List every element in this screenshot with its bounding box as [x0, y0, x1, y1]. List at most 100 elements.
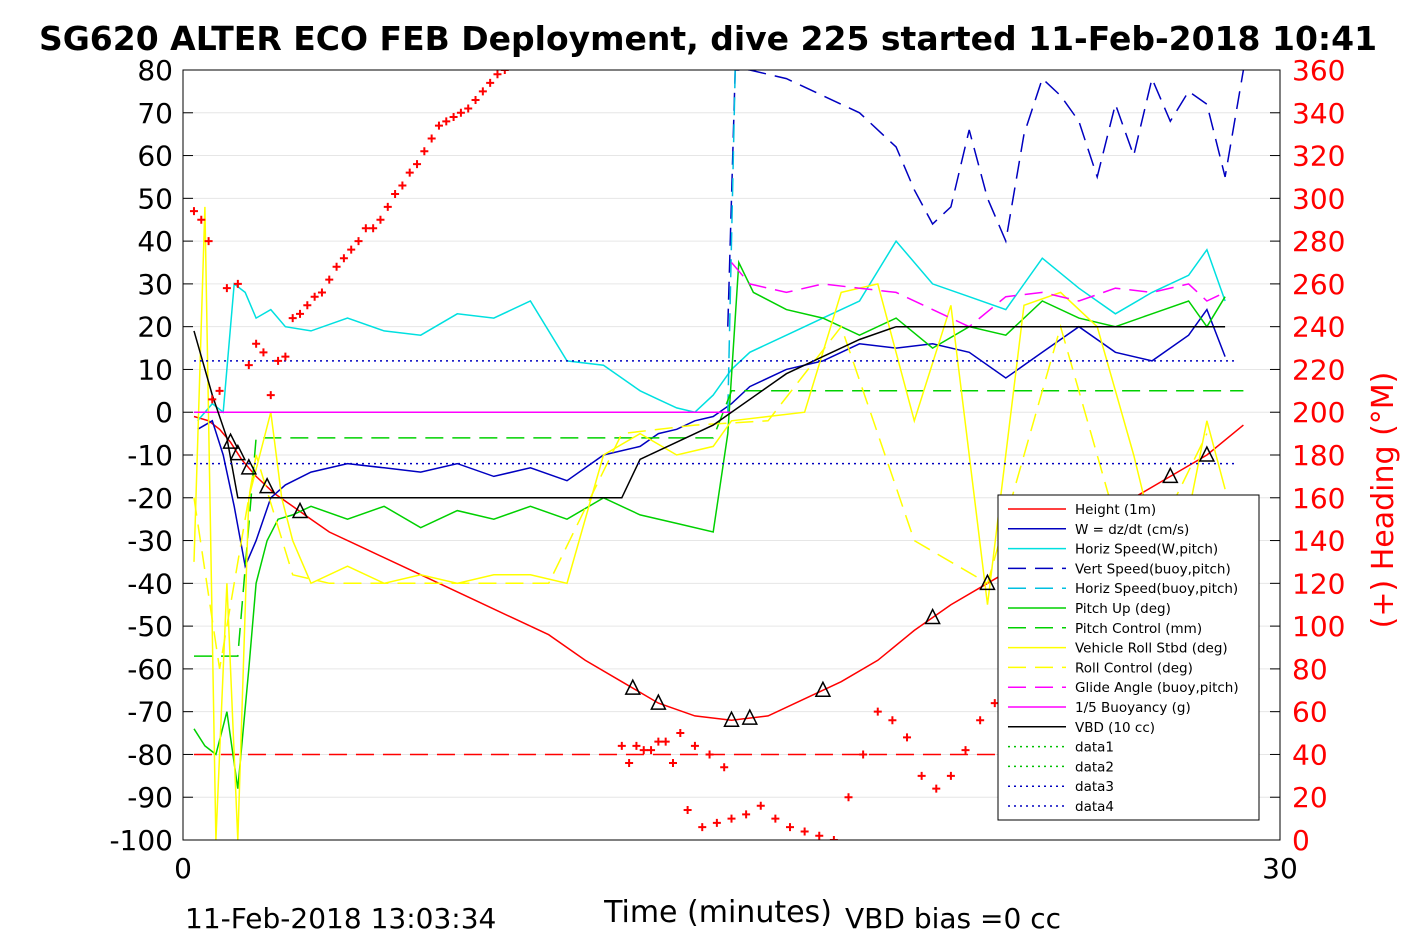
x-tick-label: 30: [1262, 852, 1298, 885]
y-tick-label: -30: [127, 525, 173, 558]
legend-label: Roll Control (deg): [1075, 660, 1193, 676]
height-marker: [924, 607, 941, 625]
heading-point: [303, 301, 312, 310]
heading-point: [676, 729, 685, 738]
heading-point: [222, 284, 231, 293]
heading-point: [233, 279, 242, 288]
legend-label: Pitch Up (deg): [1075, 601, 1171, 617]
heading-point: [815, 831, 824, 840]
y2-tick-label: 160: [1292, 482, 1345, 515]
y2-tick-label: 80: [1292, 653, 1328, 686]
heading-point: [383, 202, 392, 211]
heading-point: [800, 827, 809, 836]
heading-point: [189, 207, 198, 216]
y-tick-label: -20: [127, 482, 173, 515]
heading-point: [442, 117, 451, 126]
series-line-1: [197, 308, 1226, 569]
heading-point: [844, 793, 853, 802]
heading-point: [888, 716, 897, 725]
series-line-5: [193, 259, 1226, 789]
height-marker: [229, 443, 247, 461]
heading-point: [274, 356, 283, 365]
y-tick-label: -80: [127, 738, 173, 771]
heading-point: [712, 818, 721, 827]
x-tick-label: 0: [174, 852, 192, 885]
heading-point: [391, 190, 400, 199]
heading-point: [720, 763, 729, 772]
y2-tick-label: 120: [1292, 567, 1345, 600]
y2-tick-label: 260: [1292, 268, 1345, 301]
height-marker: [650, 693, 667, 710]
y2-tick-label: 340: [1292, 97, 1345, 130]
heading-point: [398, 181, 407, 190]
heading-point: [946, 771, 955, 780]
heading-point: [339, 254, 348, 263]
heading-point: [208, 395, 217, 404]
height-marker: [258, 476, 276, 494]
heading-point: [478, 87, 487, 96]
heading-point: [859, 750, 868, 759]
heading-point: [354, 237, 363, 246]
y-tick-label: -100: [109, 824, 173, 857]
y2-tick-label: 360: [1292, 54, 1345, 87]
legend-label: Horiz Speed(buoy,pitch): [1075, 581, 1238, 597]
legend-label: Vehicle Roll Stbd (deg): [1075, 641, 1228, 657]
series-line-9: [730, 262, 1226, 328]
heading-point: [698, 823, 707, 832]
heading-point: [932, 784, 941, 793]
heading-point: [259, 348, 268, 357]
y2-tick-label: 300: [1292, 182, 1345, 215]
y-tick-label: 40: [137, 225, 173, 258]
heading-point: [976, 716, 985, 725]
heading-point: [690, 741, 699, 750]
heading-point: [990, 699, 999, 708]
height-marker: [222, 432, 239, 449]
legend-label: data1: [1075, 740, 1114, 756]
y2-tick-label: 320: [1292, 140, 1345, 173]
heading-point: [456, 108, 465, 117]
legend-label: data2: [1075, 759, 1114, 775]
legend-label: Pitch Control (mm): [1075, 621, 1202, 637]
heading-point: [204, 237, 213, 246]
series-line-6: [194, 390, 1244, 657]
y-tick-label: -60: [127, 653, 173, 686]
heading-point: [500, 70, 509, 74]
y-tick-label: 80: [137, 54, 173, 87]
x-axis-label: Time (minutes): [603, 895, 832, 930]
height-marker: [979, 573, 996, 591]
y2-tick-label: 20: [1292, 781, 1328, 814]
heading-point: [427, 134, 436, 143]
y2-axis-label: (+) Heading (°M): [1366, 372, 1401, 629]
heading-point: [683, 806, 692, 815]
heading-point: [756, 801, 765, 810]
y2-tick-label: 140: [1292, 525, 1345, 558]
series-line-2: [197, 239, 1226, 422]
y-tick-label: -40: [127, 567, 173, 600]
heading-point: [310, 292, 319, 301]
heading-point: [244, 361, 253, 370]
legend-label: data4: [1075, 799, 1114, 815]
heading-point: [917, 771, 926, 780]
legend-label: VBD (10 cc): [1075, 720, 1155, 736]
y-tick-label: 10: [137, 353, 173, 386]
heading-point: [632, 741, 641, 750]
heading-point: [252, 339, 261, 348]
heading-point: [347, 245, 356, 254]
heading-point: [449, 113, 458, 122]
series-line-7: [193, 206, 1226, 840]
height-marker: [1198, 445, 1216, 462]
chart-title: SG620 ALTER ECO FEB Deployment, dive 225…: [39, 19, 1377, 58]
y2-tick-label: 280: [1292, 225, 1345, 258]
height-marker: [723, 710, 740, 727]
axis-ticks: 80706050403020100-10-20-30-40-50-60-70-8…: [109, 54, 1345, 885]
y-tick-label: 50: [137, 182, 173, 215]
y-tick-label: 70: [137, 97, 173, 130]
y2-tick-label: 220: [1292, 353, 1345, 386]
heading-point: [281, 352, 290, 361]
heading-point: [361, 224, 370, 233]
legend: Height (1m) W = dz/dt (cm/s) Horiz Speed(W…: [997, 494, 1260, 821]
heading-point: [961, 746, 970, 755]
legend-label: Horiz Speed(W,pitch): [1075, 542, 1218, 558]
